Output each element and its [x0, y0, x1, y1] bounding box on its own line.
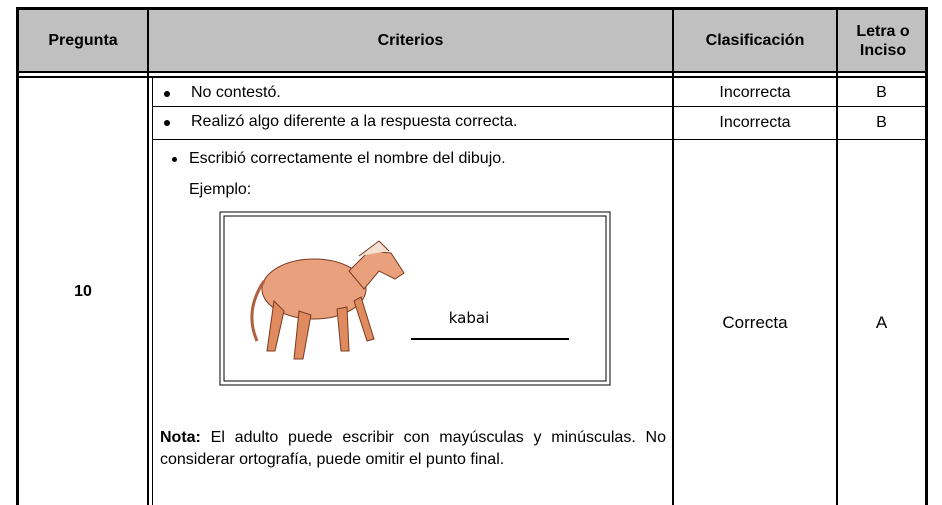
letter: B [876, 84, 887, 101]
border [152, 78, 153, 505]
border [19, 71, 925, 73]
letter: A [875, 312, 888, 332]
note-text: El adulto puede escribir con mayúsculas … [160, 429, 666, 468]
criterion: No contestó. [191, 84, 281, 101]
example-image: kabai [219, 211, 611, 386]
header-bg [19, 10, 925, 71]
horse-drawing [250, 240, 405, 360]
example-label: Ejemplo: [189, 181, 252, 198]
note-label: Nota: [160, 429, 201, 446]
image-frame [223, 215, 607, 382]
criterion: Escribió correctamente el nombre del dib… [189, 150, 506, 167]
header-cell: Letra o Inciso [856, 22, 910, 59]
header-cell: Criterios [377, 32, 444, 49]
border [836, 10, 838, 505]
border [147, 10, 149, 505]
letter: B [876, 114, 887, 131]
border [152, 106, 925, 107]
border [19, 76, 925, 78]
classification: Correcta [722, 312, 788, 332]
header-cell: Pregunta [48, 32, 118, 49]
bullet [172, 157, 177, 162]
bullet [164, 91, 170, 97]
header-cell: Clasificación [705, 32, 805, 49]
border [672, 10, 674, 505]
classification: Incorrecta [719, 114, 791, 131]
bullet [164, 120, 170, 126]
question-number: 10 [74, 282, 92, 300]
border [925, 7, 928, 505]
border [16, 7, 928, 10]
classification: Incorrecta [719, 84, 791, 101]
border [152, 139, 925, 140]
criterion: Realizó algo diferente a la respuesta co… [191, 113, 518, 130]
border [16, 7, 19, 505]
note: Nota: El adulto puede escribir con mayús… [160, 427, 666, 471]
image-caption: kabai [449, 309, 490, 327]
